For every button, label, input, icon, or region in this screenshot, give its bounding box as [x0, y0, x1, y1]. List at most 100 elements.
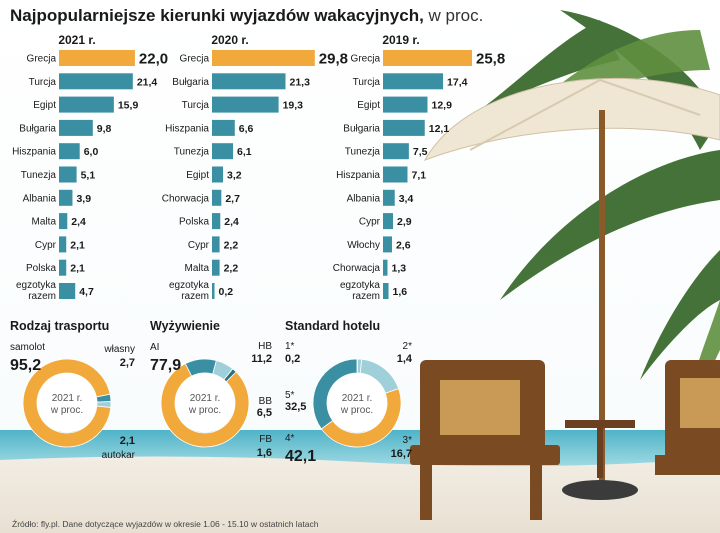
value-label: 2,9	[397, 216, 412, 228]
category-label: Albania	[347, 193, 381, 204]
bar	[59, 73, 133, 90]
donut-center-label: 2021 r.	[190, 393, 221, 404]
donut-center-label: w proc.	[340, 405, 373, 416]
bar-panel-1: 2020 r.Grecja 29,8 Bułgaria 21,3 Turcja 19,3 H…	[162, 33, 348, 302]
slice-name: HB	[258, 341, 272, 352]
slice-value: 2,1	[120, 435, 135, 447]
category-label: Grecja	[351, 54, 381, 65]
value-label: 6,0	[84, 146, 99, 158]
category-label: Tunezja	[21, 170, 57, 181]
bar	[59, 236, 67, 253]
bar	[383, 166, 408, 183]
bar	[383, 119, 425, 136]
bar	[212, 73, 286, 90]
donut-center-label: 2021 r.	[52, 393, 83, 404]
category-label: Grecja	[180, 54, 210, 65]
slice-value: 42,1	[285, 448, 316, 465]
value-label: 17,4	[447, 76, 468, 88]
category-label: Polska	[26, 263, 56, 274]
donut-slice	[184, 358, 217, 377]
bar	[383, 96, 428, 113]
value-label: 5,1	[81, 170, 96, 182]
value-label: 19,3	[283, 100, 304, 112]
slice-name: 3*	[403, 435, 413, 446]
title-unit: w proc.	[428, 6, 484, 25]
donut-slice	[96, 401, 112, 408]
bar	[383, 73, 444, 90]
donut-title: Rodzaj trasportu	[10, 319, 109, 333]
bar	[59, 213, 68, 230]
panel-label: 2021 r.	[58, 33, 95, 47]
donut-2: Standard hotelu 2021 r.w proc. 1*0,2 2*1,4 3…	[285, 319, 413, 465]
category-label: Tunezja	[174, 147, 210, 158]
value-label: 3,4	[399, 193, 414, 205]
category-label: razem	[28, 291, 56, 302]
donut-center-label: w proc.	[50, 405, 83, 416]
bar	[212, 166, 224, 183]
category-label: egzotyka	[169, 280, 209, 291]
bar	[383, 236, 392, 253]
value-label: 22,0	[139, 51, 168, 68]
slice-value: 32,5	[285, 401, 306, 413]
donut-center-label: w proc.	[188, 405, 221, 416]
bar	[212, 96, 279, 113]
source-note: Źródło: fly.pl. Dane dotyczące wyjazdów …	[12, 519, 319, 529]
category-label: razem	[352, 291, 380, 302]
value-label: 2,1	[70, 239, 85, 251]
category-label: Egipt	[186, 170, 209, 181]
bar	[212, 213, 221, 230]
value-label: 21,3	[289, 76, 310, 88]
bar	[212, 259, 220, 276]
slice-value: 2,7	[120, 357, 135, 369]
slice-name: 2*	[403, 341, 413, 352]
donut-title: Wyżywienie	[150, 319, 220, 333]
category-label: Hiszpania	[336, 170, 380, 181]
bar	[212, 283, 215, 299]
slice-name: autokar	[102, 450, 136, 461]
category-label: Tunezja	[345, 147, 381, 158]
bar	[59, 259, 67, 276]
slice-name: samolot	[10, 342, 45, 353]
value-label: 2,4	[224, 216, 239, 228]
value-label: 25,8	[476, 51, 505, 68]
bar	[212, 50, 315, 66]
bar	[59, 189, 73, 206]
value-label: 12,1	[429, 123, 450, 135]
bar	[383, 259, 388, 276]
slice-value: 6,5	[257, 407, 272, 419]
category-label: Cypr	[359, 217, 381, 228]
category-label: Egipt	[357, 100, 380, 111]
category-label: razem	[181, 291, 209, 302]
donut-title: Standard hotelu	[285, 319, 380, 333]
category-label: Bułgaria	[172, 77, 209, 88]
donut-slice	[223, 368, 237, 383]
value-label: 4,7	[79, 286, 94, 298]
title-text: Najpopularniejsze kierunki wyjazdów waka…	[10, 6, 424, 25]
donut-slice	[22, 358, 112, 448]
slice-name: AI	[150, 342, 159, 353]
bar	[212, 236, 220, 253]
value-label: 3,9	[76, 193, 91, 205]
slice-name: FB	[259, 434, 272, 445]
category-label: Turcja	[182, 100, 210, 111]
category-label: Włochy	[347, 240, 380, 251]
value-label: 12,9	[432, 100, 453, 112]
value-label: 21,4	[137, 76, 158, 88]
value-label: 7,1	[411, 170, 426, 182]
slice-value: 16,7	[391, 448, 412, 460]
bar	[59, 50, 135, 66]
bar	[59, 119, 93, 136]
panel-label: 2019 r.	[382, 33, 419, 47]
category-label: Turcja	[353, 77, 381, 88]
slice-value: 77,9	[150, 357, 181, 374]
value-label: 3,2	[227, 170, 242, 182]
value-label: 1,6	[393, 286, 408, 298]
bar	[59, 166, 77, 183]
value-label: 6,1	[237, 146, 252, 158]
value-label: 1,3	[391, 263, 406, 275]
category-label: Egipt	[33, 100, 56, 111]
value-label: 9,8	[97, 123, 112, 135]
category-label: Polska	[179, 217, 209, 228]
bar	[59, 143, 80, 160]
slice-name: 1*	[285, 341, 295, 352]
